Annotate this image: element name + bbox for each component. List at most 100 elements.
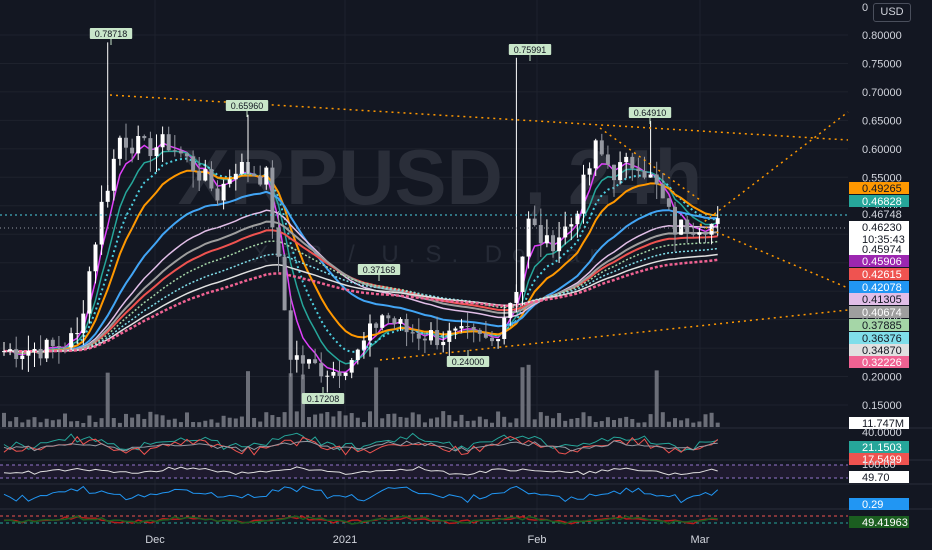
candle[interactable] [124, 123, 128, 161]
candle[interactable] [679, 219, 684, 236]
candle[interactable] [264, 166, 269, 190]
candle[interactable] [117, 135, 122, 166]
candle[interactable] [252, 166, 257, 177]
candle[interactable] [93, 242, 98, 284]
candle[interactable] [307, 358, 311, 369]
candle[interactable] [404, 313, 409, 347]
candle[interactable] [197, 157, 202, 192]
candle[interactable] [8, 343, 13, 356]
candle[interactable] [526, 211, 531, 269]
candle[interactable] [380, 313, 385, 331]
candle[interactable] [416, 318, 421, 351]
candle[interactable] [532, 205, 537, 227]
candle[interactable] [599, 133, 604, 156]
candle[interactable] [258, 165, 263, 187]
candle[interactable] [32, 342, 37, 367]
candle[interactable] [368, 314, 372, 357]
candle[interactable] [502, 305, 507, 345]
candle[interactable] [56, 335, 61, 364]
candle[interactable] [691, 222, 696, 237]
candle[interactable] [544, 219, 549, 248]
candle[interactable] [361, 331, 366, 359]
candle[interactable] [331, 361, 336, 379]
candle[interactable] [233, 163, 238, 191]
candle[interactable] [605, 145, 610, 169]
candle[interactable] [111, 149, 116, 201]
candle[interactable] [130, 138, 135, 163]
candle[interactable] [185, 152, 189, 163]
candle[interactable] [325, 370, 330, 393]
candle[interactable] [154, 134, 159, 172]
candle[interactable] [477, 328, 482, 342]
candle[interactable] [575, 210, 580, 238]
candle[interactable] [557, 221, 562, 263]
candle[interactable] [75, 317, 80, 344]
candle[interactable] [209, 161, 214, 192]
currency-button[interactable]: USD [873, 3, 911, 22]
candle[interactable] [587, 162, 592, 186]
candle[interactable] [203, 159, 208, 182]
candle[interactable] [410, 324, 415, 343]
candle[interactable] [215, 180, 220, 206]
candle[interactable] [26, 335, 31, 372]
candle[interactable] [50, 337, 55, 359]
candle[interactable] [191, 150, 196, 188]
candle[interactable] [551, 230, 555, 258]
candle[interactable] [136, 125, 141, 160]
candle[interactable] [166, 126, 171, 152]
candle[interactable] [69, 327, 74, 351]
candle[interactable] [349, 357, 354, 379]
candle[interactable] [63, 342, 67, 354]
candle[interactable] [38, 335, 43, 366]
candle[interactable] [703, 230, 708, 244]
candle[interactable] [490, 330, 494, 346]
candle[interactable] [294, 340, 299, 373]
candle[interactable] [270, 160, 275, 239]
candle[interactable] [343, 372, 348, 381]
candle[interactable] [636, 157, 641, 178]
candle[interactable] [337, 360, 342, 388]
candle[interactable] [624, 152, 629, 179]
candle[interactable] [392, 316, 397, 330]
candle[interactable] [81, 300, 86, 346]
price-axis[interactable]: 0.80000 0.75000 0.70000 0.65000 0.60000 0.550… [849, 30, 909, 529]
candle[interactable] [441, 331, 446, 353]
candle[interactable] [520, 256, 525, 306]
candle[interactable] [660, 173, 665, 199]
candle[interactable] [697, 228, 702, 243]
candle[interactable] [386, 312, 391, 324]
candle[interactable] [14, 336, 19, 368]
candle[interactable] [593, 138, 598, 176]
candle[interactable] [239, 153, 244, 176]
candle[interactable] [465, 312, 470, 339]
candle[interactable] [685, 215, 690, 243]
candle[interactable] [563, 211, 568, 245]
candle[interactable] [715, 206, 720, 236]
candle[interactable] [398, 317, 403, 331]
candle[interactable] [471, 323, 476, 343]
candle[interactable] [422, 332, 427, 354]
candle[interactable] [87, 266, 92, 324]
candle[interactable] [2, 341, 6, 356]
candle[interactable] [20, 351, 25, 370]
time-axis[interactable]: Dec 2021 Feb Mar [145, 534, 710, 546]
candle[interactable] [496, 338, 501, 349]
candle[interactable] [313, 348, 318, 365]
candle[interactable] [618, 151, 623, 185]
candle[interactable] [429, 322, 433, 345]
candlesticks[interactable] [2, 42, 720, 393]
candle[interactable] [508, 302, 513, 327]
candle[interactable] [483, 320, 488, 339]
candle[interactable] [319, 352, 324, 383]
candle[interactable] [447, 322, 452, 357]
candle[interactable] [178, 146, 183, 158]
candle[interactable] [276, 210, 281, 272]
candle[interactable] [288, 295, 293, 377]
candle[interactable] [148, 131, 153, 172]
candle[interactable] [160, 126, 165, 163]
candle[interactable] [44, 338, 49, 362]
candle[interactable] [569, 217, 574, 241]
candle[interactable] [612, 164, 616, 197]
candle[interactable] [99, 185, 104, 255]
